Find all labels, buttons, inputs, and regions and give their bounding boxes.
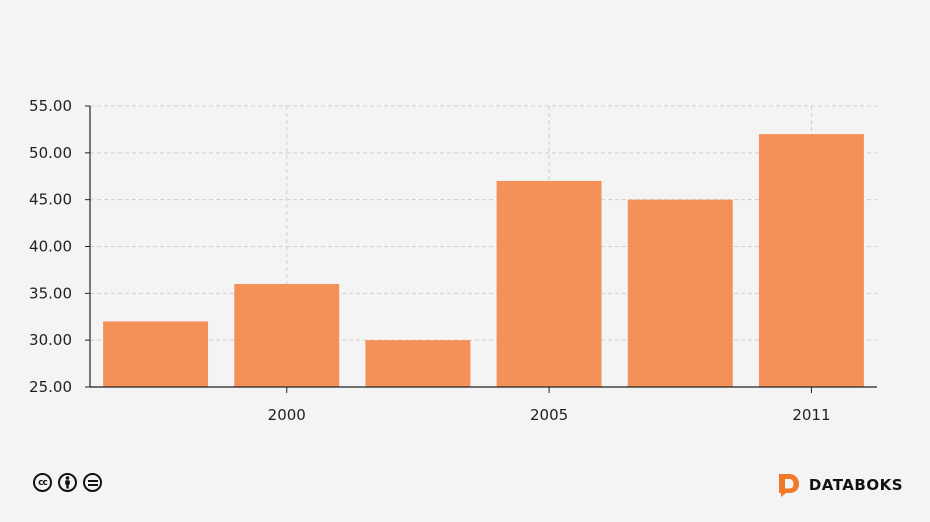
brand-name: DATABOKS xyxy=(808,476,903,494)
y-tick-label: 45.00 xyxy=(29,191,72,209)
x-tick-label: 2005 xyxy=(530,406,568,424)
y-tick-label: 30.00 xyxy=(29,331,72,349)
y-tick-label: 50.00 xyxy=(29,144,72,162)
bar xyxy=(365,340,471,387)
bar xyxy=(627,199,733,387)
y-tick-label: 55.00 xyxy=(29,97,72,115)
databoks-brand[interactable]: DATABOKS xyxy=(777,472,903,498)
bar xyxy=(496,180,602,387)
license-icons: cc xyxy=(33,473,102,492)
y-tick-label: 40.00 xyxy=(29,238,72,256)
y-tick-label: 35.00 xyxy=(29,284,72,302)
bar xyxy=(758,134,864,387)
bars xyxy=(103,134,864,387)
y-axis-ticks: 25.00 30.00 35.00 40.00 45.00 50.00 55.00 xyxy=(29,97,90,396)
cc-icon: cc xyxy=(33,473,52,492)
x-axis-ticks: 2000 2005 2011 xyxy=(268,387,831,424)
bar xyxy=(234,283,340,387)
y-tick-label: 25.00 xyxy=(29,378,72,396)
bar xyxy=(103,321,209,387)
databoks-logo-icon xyxy=(778,474,799,497)
nd-icon xyxy=(83,473,102,492)
by-icon xyxy=(58,473,77,492)
x-tick-label: 2000 xyxy=(268,406,306,424)
x-tick-label: 2011 xyxy=(792,406,830,424)
